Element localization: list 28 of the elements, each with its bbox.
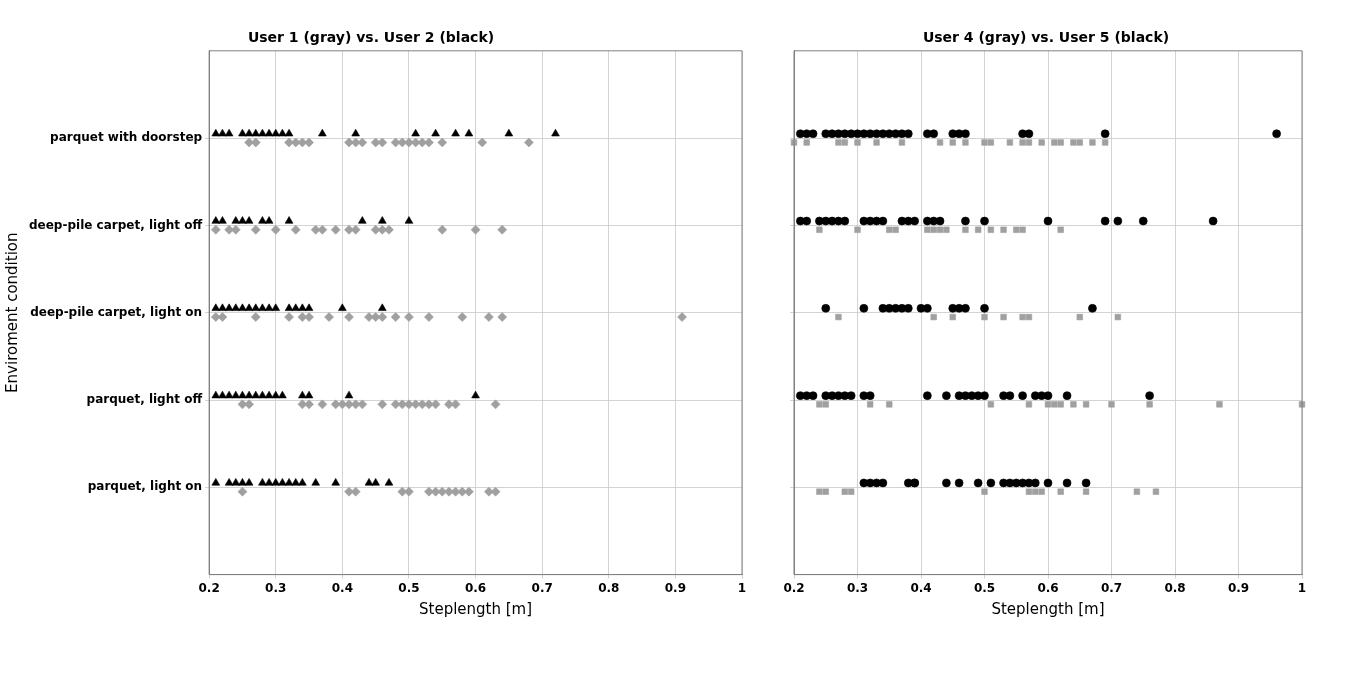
x-tick-label: 0.3 (265, 580, 287, 595)
y-tick-label: parquet, light off (86, 392, 203, 407)
x-tick-label: 0.6 (1037, 580, 1059, 595)
x-tick-label: 0.8 (598, 580, 620, 595)
y-tick-label: parquet with doorstep (50, 130, 203, 145)
x-tick-label: 0.5 (398, 580, 420, 595)
x-tick-label: 0.2 (783, 580, 805, 595)
x-tick-label: 1 (737, 580, 747, 595)
y-axis-title: Enviroment condition (2, 232, 21, 393)
x-tick-label: 0.8 (1164, 580, 1186, 595)
x-tick-label: 0.4 (331, 580, 353, 595)
x-tick-label: 0.9 (664, 580, 687, 595)
x-tick-label: 0.4 (910, 580, 932, 595)
y-tick-label: deep-pile carpet, light on (30, 304, 203, 319)
chart-title: User 4 (gray) vs. User 5 (black) (922, 29, 1170, 46)
x-tick-label: 0.5 (973, 580, 996, 595)
y-tick-label: parquet, light on (87, 479, 203, 494)
x-axis-title: Steplength [m] (419, 599, 533, 618)
y-tick-label: deep-pile carpet, light off (29, 217, 203, 232)
x-axis-title: Steplength [m] (991, 599, 1105, 618)
x-tick-label: 0.3 (846, 580, 869, 595)
x-tick-label: 0.9 (1227, 580, 1250, 595)
x-tick-label: 0.7 (531, 580, 553, 595)
x-tick-label: 0.6 (464, 580, 487, 595)
x-tick-label: 0.2 (198, 580, 220, 595)
chart-title: User 1 (gray) vs. User 2 (black) (247, 29, 495, 46)
x-tick-label: 0.7 (1100, 580, 1123, 595)
x-tick-label: 1 (1297, 580, 1307, 595)
